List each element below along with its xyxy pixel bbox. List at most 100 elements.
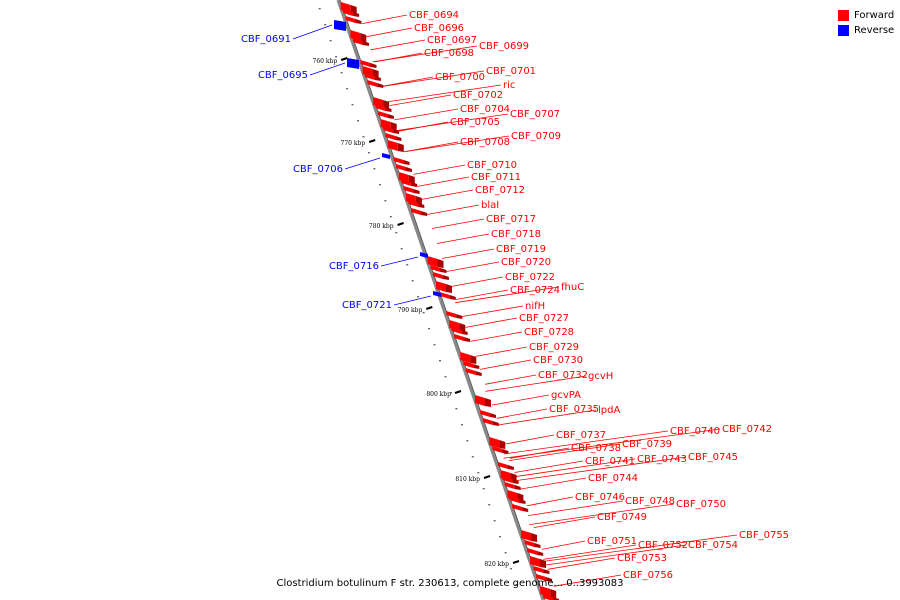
forward-gene-block — [377, 111, 388, 118]
gene-label-cbf-0727: CBF_0727 — [519, 313, 569, 324]
forward-leader-line — [461, 305, 524, 317]
gene-label-cbf-0756: CBF_0756 — [623, 570, 673, 581]
gene-label-cbf-0694: CBF_0694 — [409, 10, 459, 21]
forward-gene-block — [408, 200, 419, 207]
scale-tick-dot — [439, 360, 441, 362]
gene-label-cbf-0699: CBF_0699 — [479, 41, 529, 52]
forward-gene-block — [475, 395, 485, 406]
forward-leader-line — [475, 346, 528, 357]
forward-gene-block — [482, 418, 493, 425]
forward-gene-block-side — [355, 19, 362, 24]
gene-label-cbf-0742: CBF_0742 — [722, 424, 772, 435]
gene-label-cbf-0737: CBF_0737 — [556, 430, 606, 441]
gene-label-cbf-0701: CBF_0701 — [486, 66, 536, 77]
scale-tick-dot — [466, 440, 469, 442]
legend: Forward Reverse — [838, 8, 894, 38]
forward-leader-line — [529, 503, 675, 525]
forward-leader-line — [395, 113, 509, 132]
forward-gene-block-side — [519, 499, 526, 504]
forward-leader-line — [513, 458, 636, 478]
forward-gene-block-side — [437, 259, 444, 268]
scale-tick-dot — [395, 232, 398, 234]
gene-label-cbf-0724: CBF_0724 — [510, 285, 560, 296]
forward-gene-block — [509, 496, 520, 503]
gene-label-cbf-0691: CBF_0691 — [241, 34, 291, 45]
forward-leader-line — [381, 70, 485, 87]
forward-gene-block-side — [446, 284, 452, 293]
kbp-major-tick — [425, 306, 433, 310]
forward-leader-line — [427, 204, 480, 215]
gene-label-nifh: nifH — [525, 301, 545, 312]
forward-gene-block — [375, 104, 386, 111]
forward-gene-block-side — [449, 295, 456, 300]
forward-gene-block-side — [485, 398, 491, 407]
forward-leader-line — [455, 286, 560, 304]
forward-gene-block-side — [370, 63, 377, 68]
gene-label-cbf-0696: CBF_0696 — [414, 23, 464, 34]
forward-leader-line — [513, 456, 687, 482]
gene-label-cbf-0752: CBF_0752 — [638, 540, 688, 551]
forward-leader-line — [553, 574, 622, 587]
scale-tick-dot — [422, 312, 425, 314]
kbp-major-tick — [512, 560, 520, 564]
forward-gene-block — [430, 265, 441, 272]
forward-gene-block — [367, 80, 378, 87]
forward-gene-block — [403, 186, 414, 193]
forward-gene-block-side — [473, 364, 480, 369]
reverse-gene-block — [382, 153, 390, 159]
forward-leader-line — [421, 189, 474, 200]
forward-gene-block — [345, 16, 356, 23]
scale-tick-dot — [455, 408, 458, 410]
forward-leader-line — [485, 374, 537, 385]
forward-leader-line — [362, 14, 408, 24]
forward-gene-block — [512, 504, 523, 511]
forward-gene-block — [446, 311, 457, 318]
gene-label-cbf-0755: CBF_0755 — [739, 530, 789, 541]
forward-gene-block-side — [385, 107, 392, 112]
kbp-label: 780 kbp — [369, 223, 394, 230]
legend-forward-label: Forward — [854, 10, 895, 21]
scale-tick-dot — [504, 552, 507, 554]
gene-label-cbf-0708: CBF_0708 — [460, 137, 510, 148]
scale-tick-dot — [406, 264, 409, 266]
gene-label-cbf-0704: CBF_0704 — [460, 104, 510, 115]
genome-backbone — [336, 0, 545, 600]
forward-leader-line — [403, 135, 510, 153]
gene-label-cbf-0744: CBF_0744 — [588, 473, 638, 484]
gene-label-cbf-0722: CBF_0722 — [505, 272, 555, 283]
forward-gene-block-side — [522, 507, 529, 512]
forward-leader-line — [526, 496, 574, 507]
forward-gene-block — [497, 462, 508, 469]
forward-leader-line — [528, 500, 624, 516]
forward-gene-block — [465, 368, 476, 375]
forward-leader-line — [547, 557, 616, 570]
scale-tick-dot — [428, 328, 431, 330]
forward-leader-line — [496, 408, 548, 419]
kbp-label: 770 kbp — [341, 140, 366, 147]
forward-leader-line — [436, 233, 490, 244]
forward-leader-line — [533, 516, 596, 528]
genome-caption: Clostridium botulinum F str. 230613, com… — [276, 578, 624, 589]
legend-forward: Forward — [838, 8, 894, 23]
forward-gene-block — [396, 164, 406, 171]
scale-tick-dot — [411, 280, 414, 282]
scale-tick-dot — [482, 488, 485, 490]
forward-gene-block-side — [387, 114, 394, 119]
gene-label-cbf-0711: CBF_0711 — [471, 172, 521, 183]
forward-gene-block-side — [546, 577, 553, 582]
gene-label-cbf-0739: CBF_0739 — [622, 439, 672, 450]
forward-gene-block-side — [553, 597, 559, 600]
scale-tick-dot — [510, 568, 513, 570]
scale-tick-dot — [417, 296, 420, 298]
forward-leader-line — [508, 443, 621, 461]
forward-leader-line — [520, 477, 587, 490]
forward-leader-line — [431, 218, 485, 229]
forward-gene-block — [480, 410, 491, 417]
scale-tick-dot — [515, 584, 518, 586]
forward-leader-line — [451, 276, 504, 287]
gene-label-gcvpa: gcvPA — [551, 390, 581, 401]
forward-gene-block-side — [372, 69, 379, 78]
gene-label-cbf-0746: CBF_0746 — [575, 492, 625, 503]
gene-label-cbf-0743: CBF_0743 — [637, 454, 687, 465]
scale-tick-dot — [367, 152, 370, 154]
